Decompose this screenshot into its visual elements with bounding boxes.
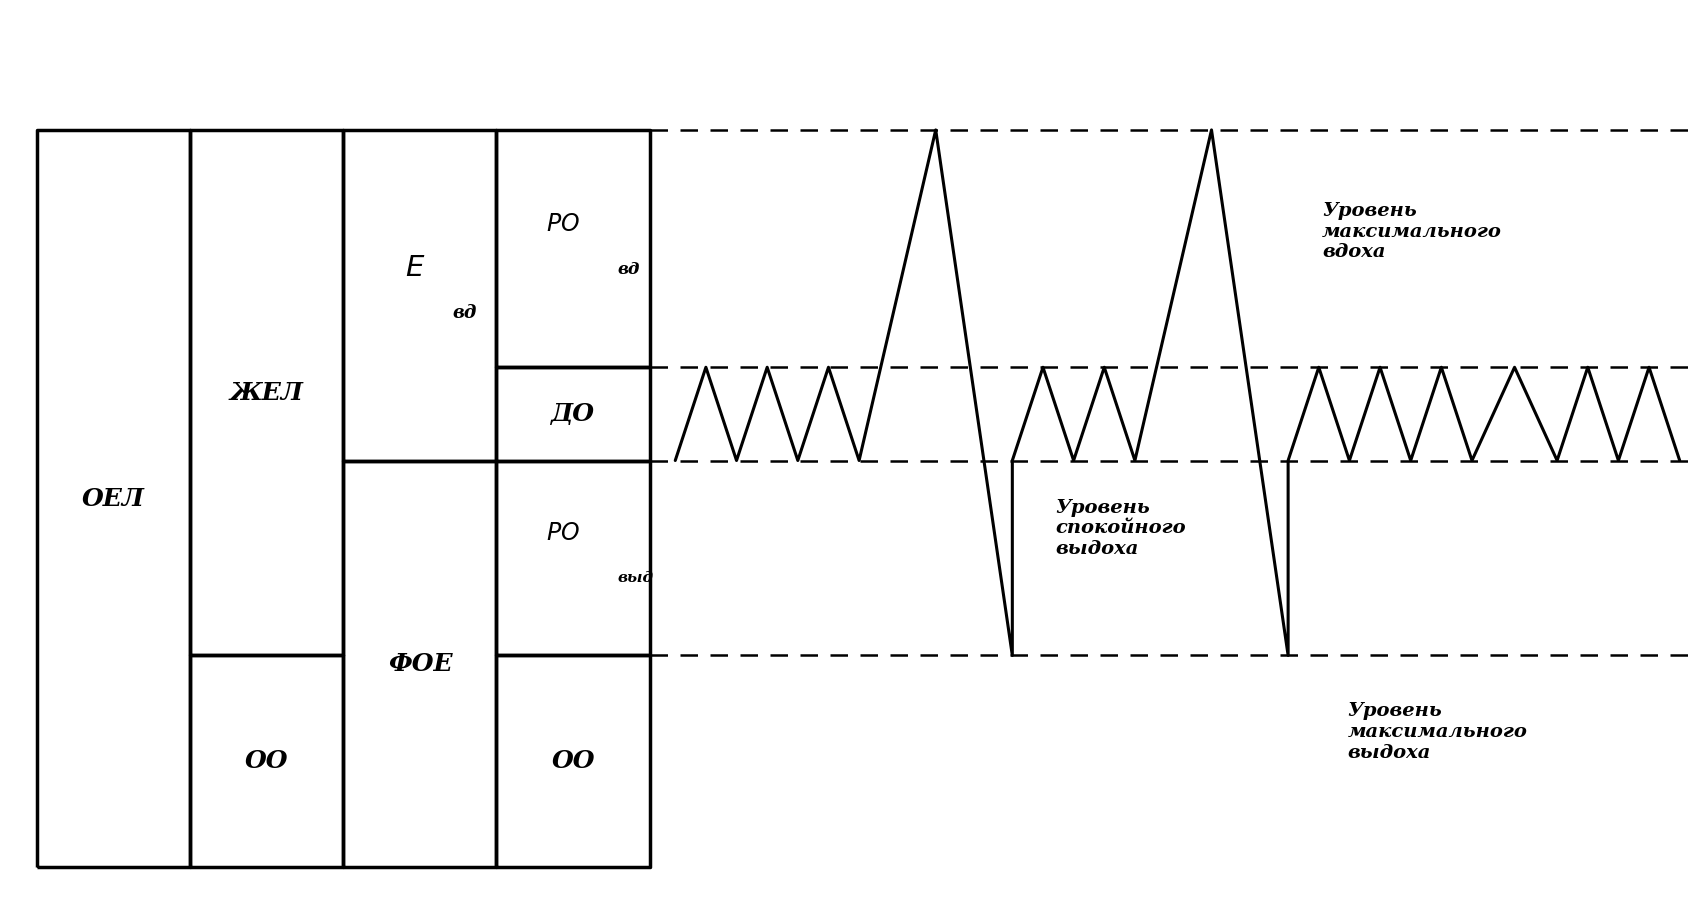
Text: $\mathit{РО}$: $\mathit{РО}$	[546, 522, 579, 545]
Text: выд: выд	[616, 571, 654, 585]
Text: ФОЕ: ФОЕ	[387, 652, 452, 676]
Text: ОО: ОО	[244, 750, 288, 774]
Text: вд: вд	[616, 262, 640, 278]
Text: Уровень
максимального
выдоха: Уровень максимального выдоха	[1347, 702, 1526, 762]
Text: Уровень
спокойного
выдоха: Уровень спокойного выдоха	[1055, 498, 1185, 558]
Text: $\mathit{E}$: $\mathit{E}$	[405, 254, 425, 283]
Text: вд: вд	[452, 304, 476, 321]
Text: $\mathit{РО}$: $\mathit{РО}$	[546, 213, 579, 236]
Text: ОЕЛ: ОЕЛ	[82, 486, 145, 510]
Text: ДО: ДО	[551, 402, 594, 426]
Text: Уровень
максимального
вдоха: Уровень максимального вдоха	[1321, 202, 1500, 262]
Text: ЖЕЛ: ЖЕЛ	[229, 380, 304, 404]
Text: ОО: ОО	[551, 750, 594, 774]
